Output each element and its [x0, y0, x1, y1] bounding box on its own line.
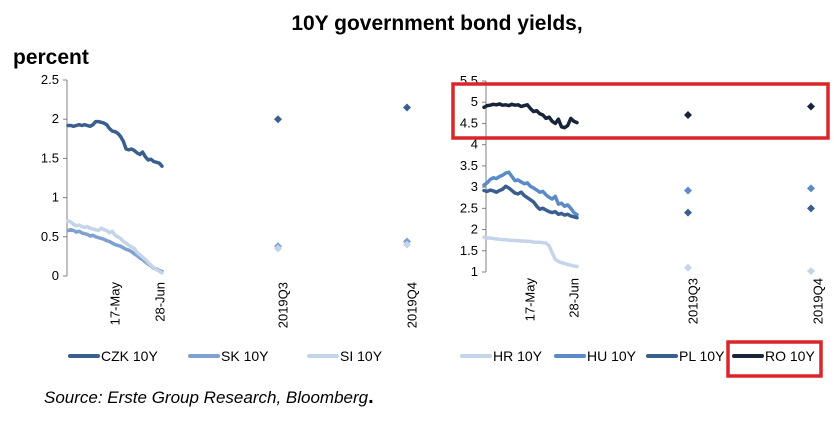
source-note: Source: Erste Group Research, Bloomberg.: [44, 386, 374, 409]
forecast-marker: [274, 115, 282, 124]
y-tick-label: 5: [471, 94, 478, 109]
forecast-marker: [807, 102, 815, 111]
legend-label: CZK 10Y: [101, 348, 158, 364]
forecast-marker: [807, 204, 815, 213]
highlight-box: [451, 82, 830, 140]
series-line: [482, 170, 579, 217]
x-category-label: 2019Q4: [811, 278, 826, 324]
forecast-marker: [684, 186, 692, 195]
forecast-marker: [684, 263, 692, 272]
source-text: Source: Erste Group Research, Bloomberg: [44, 388, 369, 407]
forecast-marker: [403, 240, 411, 249]
highlight-box: [726, 340, 823, 378]
x-category-label: 17-May: [108, 282, 123, 326]
legend-label: HR 10Y: [493, 348, 543, 364]
legend-label: SI 10Y: [340, 348, 383, 364]
forecast-marker: [684, 110, 692, 119]
series-line: [66, 119, 164, 168]
y-tick-label: 3: [471, 179, 478, 194]
x-category-label: 28-Jun: [153, 282, 168, 322]
y-tick-label: 0.5: [41, 229, 59, 244]
forecast-marker: [807, 184, 815, 193]
forecast-marker: [403, 103, 411, 112]
unit-label: percent: [13, 46, 89, 69]
forecast-marker: [274, 244, 282, 253]
series-line: [66, 219, 164, 275]
x-category-label: 17-May: [523, 278, 538, 322]
x-category-label: 2019Q4: [405, 282, 420, 328]
y-tick-label: 2: [52, 111, 59, 126]
y-tick-label: 1: [52, 190, 59, 205]
y-tick-label: 1: [471, 264, 478, 279]
y-tick-label: 4: [471, 137, 478, 152]
y-tick-label: 3.5: [460, 158, 478, 173]
forecast-marker: [807, 267, 815, 276]
legend-label: PL 10Y: [679, 348, 725, 364]
series-line: [482, 184, 579, 220]
series-line: [482, 235, 579, 269]
legend-label: HU 10Y: [587, 348, 637, 364]
y-tick-label: 2: [471, 222, 478, 237]
forecast-marker: [684, 208, 692, 217]
series-line: [482, 102, 579, 130]
legend-label: RO 10Y: [765, 348, 815, 364]
y-tick-label: 4.5: [460, 115, 478, 130]
x-category-label: 2019Q3: [686, 278, 701, 324]
y-tick-label: 0: [52, 268, 59, 283]
x-category-label: 2019Q3: [276, 282, 291, 328]
legend-label: SK 10Y: [221, 348, 269, 364]
x-category-label: 28-Jun: [567, 278, 582, 318]
y-tick-label: 1.5: [460, 243, 478, 258]
y-tick-label: 1.5: [41, 150, 59, 165]
source-end: .: [368, 386, 374, 408]
y-tick-label: 2.5: [41, 72, 59, 87]
chart-title: 10Y government bond yields,: [291, 12, 583, 35]
y-tick-label: 2.5: [460, 200, 478, 215]
